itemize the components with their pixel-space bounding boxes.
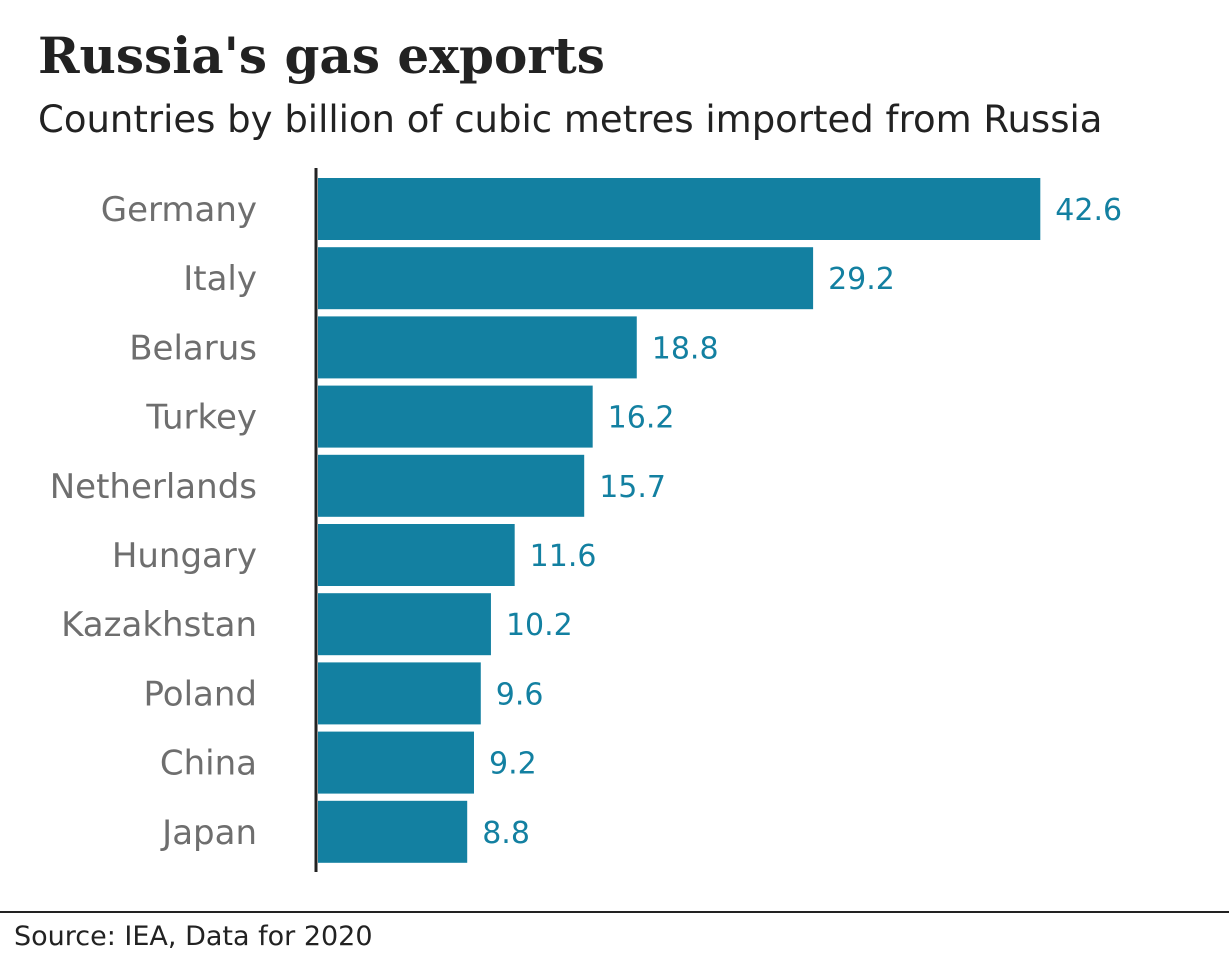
category-label-poland: Poland xyxy=(143,674,257,714)
category-label-china: China xyxy=(160,744,257,784)
value-label-belarus: 18.8 xyxy=(652,331,719,366)
category-label-netherlands: Netherlands xyxy=(50,467,257,507)
bar-belarus xyxy=(318,316,637,379)
bar-chart: Germany Italy Belarus Turkey Netherlands Hung… xyxy=(50,168,1122,872)
chart-title: Russia's gas exports xyxy=(38,26,605,85)
source-note: Source: IEA, Data for 2020 xyxy=(14,921,373,952)
footer-divider xyxy=(0,911,1229,913)
category-label-italy: Italy xyxy=(183,259,257,299)
chart-subtitle: Countries by billion of cubic metres imp… xyxy=(38,98,1103,141)
category-label-germany: Germany xyxy=(101,190,257,230)
bar-group xyxy=(318,178,1041,863)
value-label-japan: 8.8 xyxy=(482,816,530,851)
category-label-japan: Japan xyxy=(160,813,257,853)
value-label-poland: 9.6 xyxy=(496,677,544,712)
bar-germany xyxy=(318,178,1041,240)
bar-italy xyxy=(318,247,814,310)
bar-netherlands xyxy=(318,454,585,517)
value-label-germany: 42.6 xyxy=(1055,193,1122,228)
value-label-netherlands: 15.7 xyxy=(599,470,666,505)
value-label-italy: 29.2 xyxy=(828,262,895,297)
category-labels: Germany Italy Belarus Turkey Netherlands Hung… xyxy=(50,190,257,853)
bar-hungary xyxy=(318,524,515,586)
category-label-kazakhstan: Kazakhstan xyxy=(61,605,257,645)
value-label-kazakhstan: 10.2 xyxy=(506,608,573,643)
bar-china xyxy=(318,731,474,794)
value-label-china: 9.2 xyxy=(489,747,537,782)
category-label-belarus: Belarus xyxy=(129,328,257,368)
bar-turkey xyxy=(318,385,593,448)
category-label-hungary: Hungary xyxy=(112,536,257,576)
value-label-hungary: 11.6 xyxy=(530,539,597,574)
value-labels: 42.6 29.2 18.8 16.2 15.711.6 10.2 9.6 9.2 8.8 xyxy=(482,193,1122,851)
bar-japan xyxy=(318,800,468,863)
category-label-turkey: Turkey xyxy=(145,398,257,438)
bar-poland xyxy=(318,662,481,725)
value-label-turkey: 16.2 xyxy=(608,401,675,436)
bar-kazakhstan xyxy=(318,593,491,656)
